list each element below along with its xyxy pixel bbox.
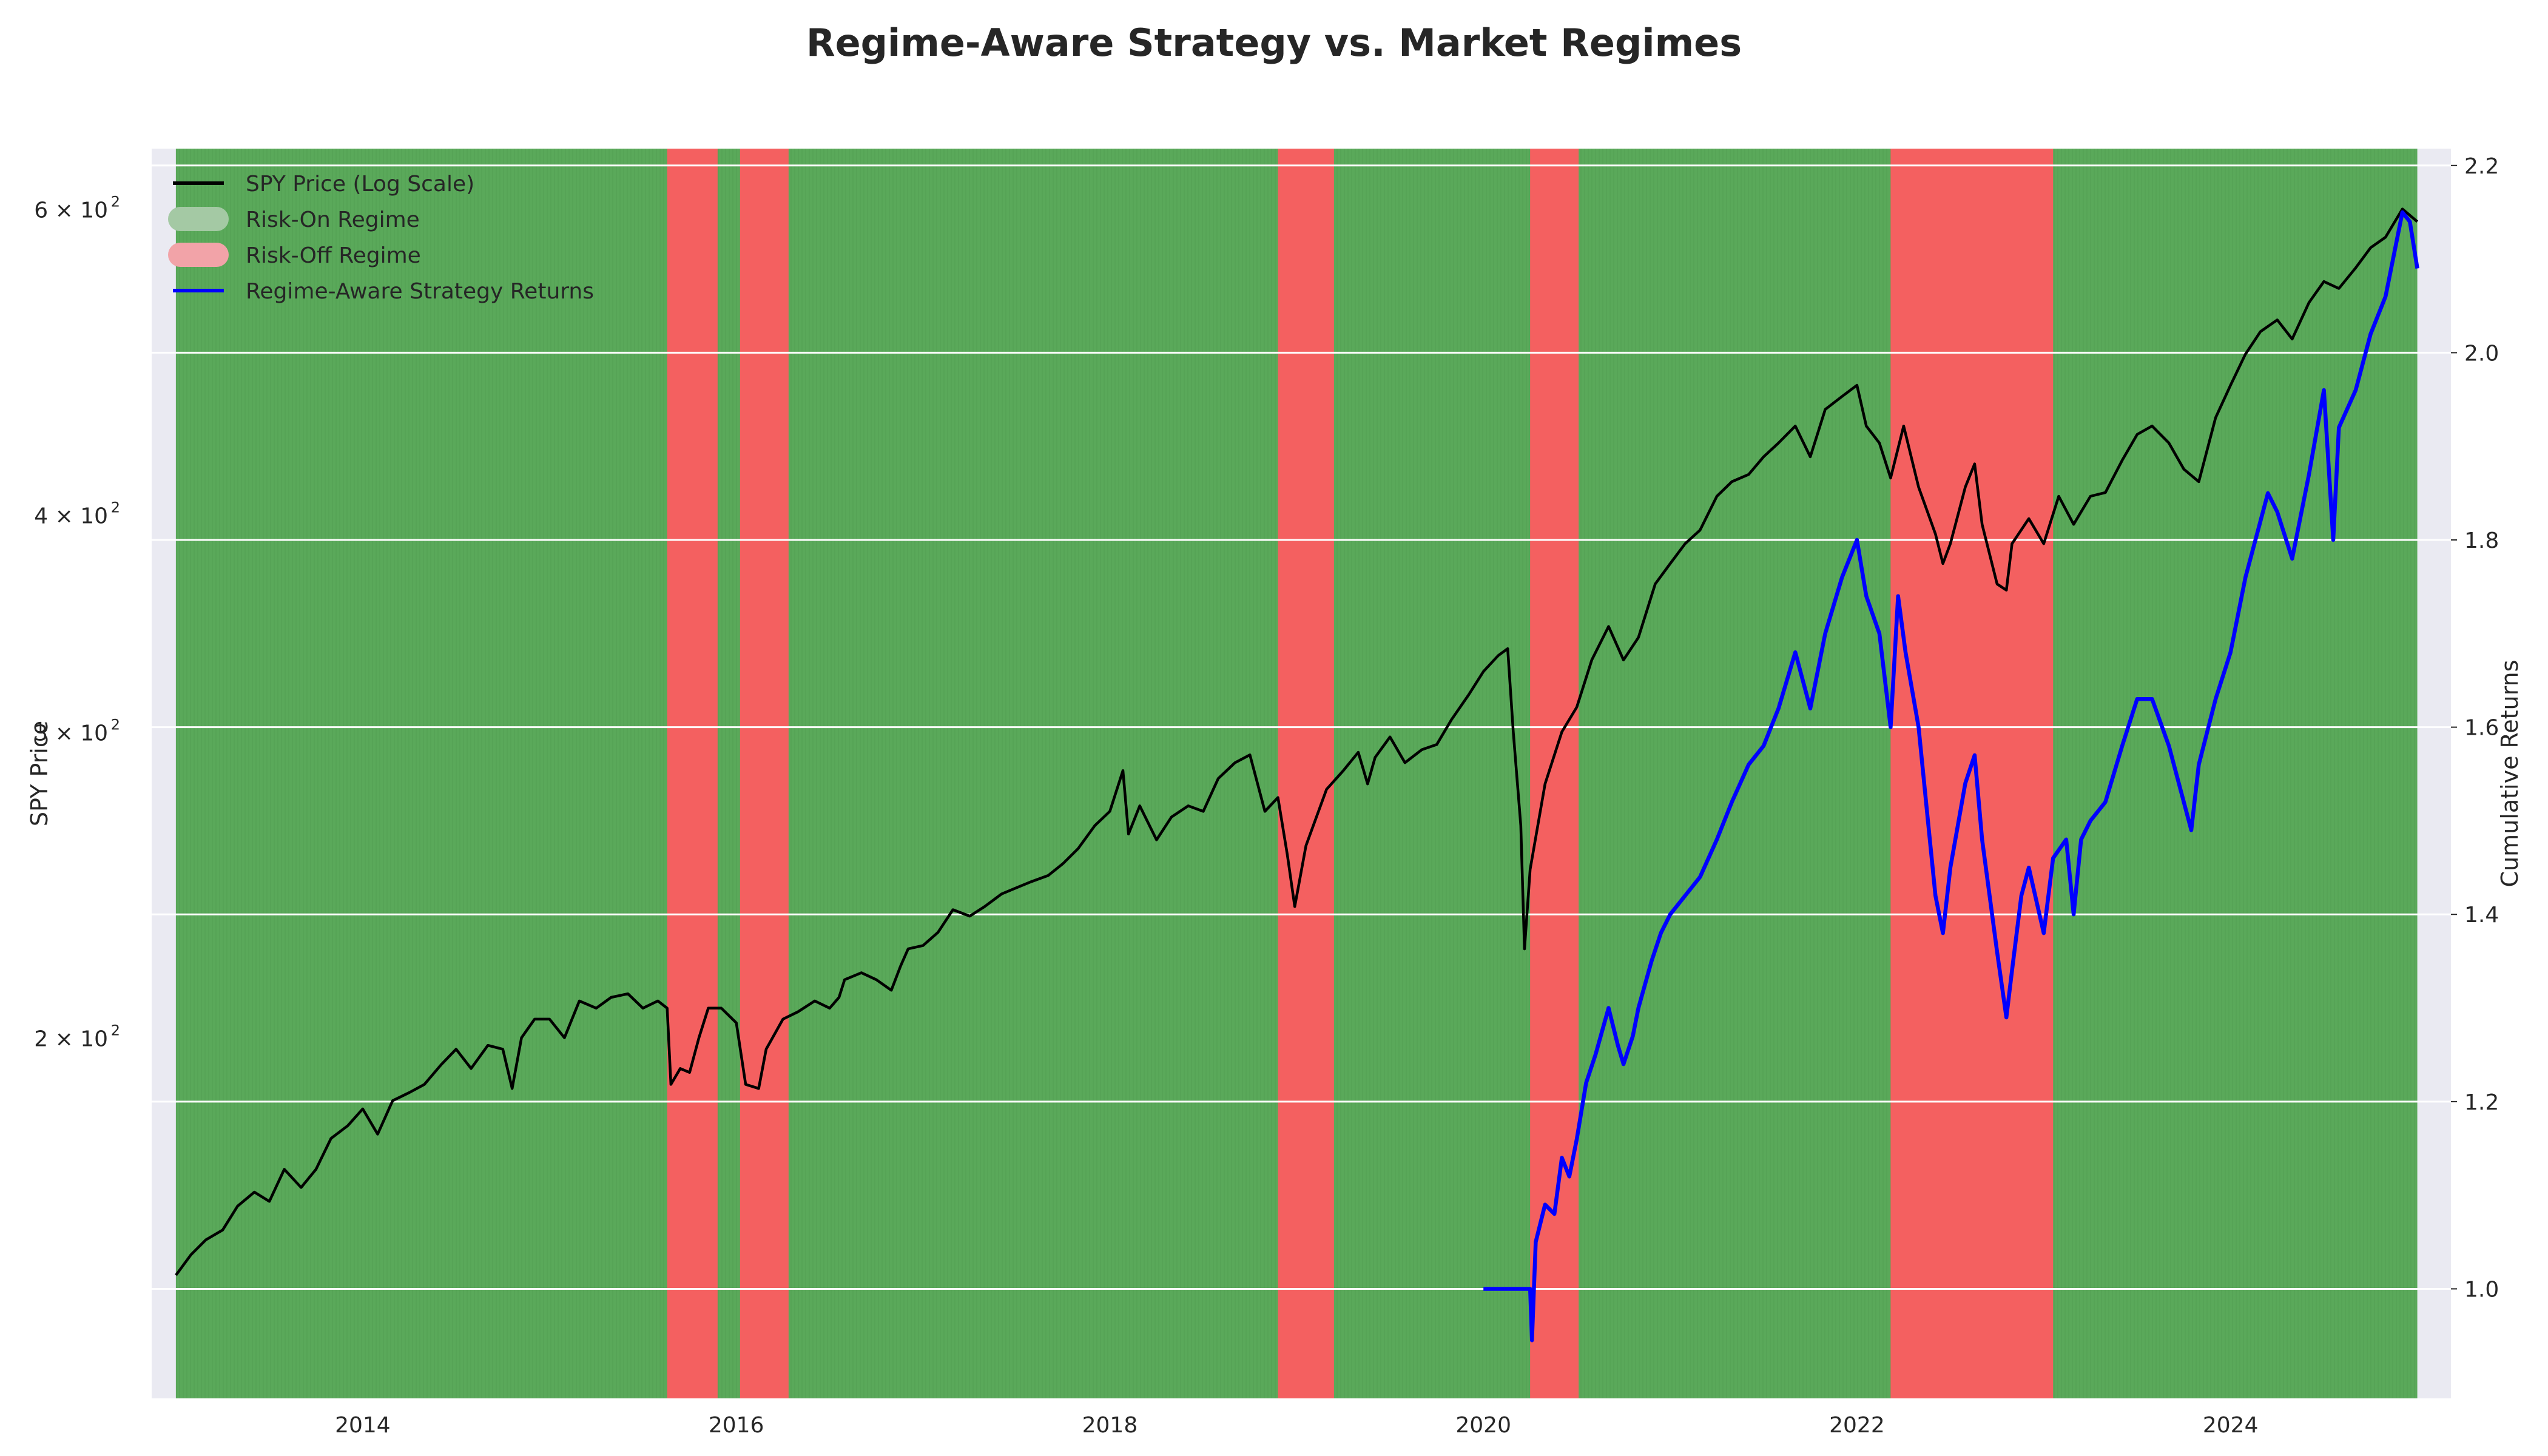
left-tick-label: 2 × 10 <box>34 1027 108 1052</box>
spy-price-line <box>175 207 2419 1276</box>
svg-text:Risk-Off Regime: Risk-Off Regime <box>246 243 421 268</box>
left-tick-exponent: 2 <box>111 1022 120 1039</box>
left-tick-exponent: 2 <box>111 716 120 733</box>
risk-off-band <box>1530 149 1579 1398</box>
strategy-returns-line <box>1483 210 2419 1343</box>
right-tick-label: 1.8 <box>2464 528 2499 553</box>
left-tick-label: 4 × 10 <box>34 504 108 529</box>
regime-bands <box>175 149 2418 1398</box>
left-axis-label: SPY Price <box>26 721 53 826</box>
svg-text:SPY Price (Log Scale): SPY Price (Log Scale) <box>246 172 474 197</box>
series-lines <box>175 207 2419 1343</box>
svg-text:Risk-On Regime: Risk-On Regime <box>246 207 420 232</box>
left-tick-label: 6 × 10 <box>34 198 108 223</box>
risk-off-band <box>1278 149 1334 1398</box>
right-tick-label: 1.2 <box>2464 1090 2499 1115</box>
x-tick-label: 2016 <box>709 1413 764 1438</box>
x-tick-label: 2018 <box>1082 1413 1138 1438</box>
x-tick-label: 2014 <box>335 1413 391 1438</box>
legend-entry: Risk-Off Regime <box>168 243 421 268</box>
left-tick-label: 3 × 10 <box>34 721 108 746</box>
x-tick-label: 2024 <box>2203 1413 2259 1438</box>
left-tick-exponent: 2 <box>111 194 120 211</box>
right-tick-label: 2.2 <box>2464 154 2499 179</box>
risk-off-band <box>1890 149 2054 1398</box>
right-tick-label: 1.0 <box>2464 1277 2499 1302</box>
x-tick-label: 2022 <box>1829 1413 1885 1438</box>
legend: SPY Price (Log Scale) Risk-On Regime Risk-… <box>168 172 594 304</box>
svg-text:Regime-Aware Strategy Returns: Regime-Aware Strategy Returns <box>246 279 594 304</box>
right-y-axis: 1.0 1.2 1.4 1.6 1.8 2.0 2.2 <box>2451 154 2499 1302</box>
left-y-axis: 2 × 10 23 × 10 24 × 10 26 × 10 2 <box>34 194 120 1052</box>
grid-lines <box>152 164 2451 1290</box>
x-axis: 2014 2016 2018 2020 2022 2024 <box>335 1413 2258 1438</box>
left-tick-exponent: 2 <box>111 499 120 516</box>
risk-off-band <box>667 149 718 1398</box>
risk-off-band <box>740 149 789 1398</box>
legend-entry: SPY Price (Log Scale) <box>173 172 474 197</box>
right-tick-label: 1.6 <box>2464 716 2499 741</box>
legend-entry: Risk-On Regime <box>168 207 420 232</box>
chart-title: Regime-Aware Strategy vs. Market Regimes <box>806 21 1742 65</box>
right-tick-label: 1.4 <box>2464 903 2499 928</box>
right-axis-label: Cumulative Returns <box>2496 660 2523 888</box>
legend-entry: Regime-Aware Strategy Returns <box>173 279 594 304</box>
x-tick-label: 2020 <box>1455 1413 1511 1438</box>
right-tick-label: 2.0 <box>2464 341 2499 366</box>
